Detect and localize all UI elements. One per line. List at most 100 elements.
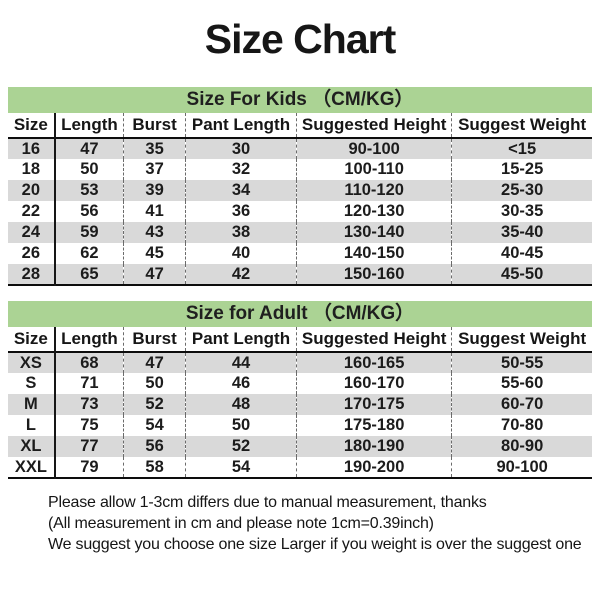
table-cell: 20	[8, 180, 56, 201]
table-row: XL 77 56 52 180-190 80-90	[8, 436, 592, 457]
table-cell: 24	[8, 222, 56, 243]
table-cell: 70-80	[501, 416, 544, 434]
table-row: 24 59 43 38 130-140 35-40	[8, 222, 592, 243]
column-header: Length	[54, 113, 125, 138]
column-header: Size	[8, 327, 56, 352]
footer-notes: Please allow 1-3cm differs due to manual…	[48, 492, 600, 555]
table-cell: 90-100	[496, 457, 548, 476]
table-cell: 90-100	[296, 138, 453, 159]
table-cell: 58	[123, 457, 187, 478]
table-cell: 110-120	[296, 180, 453, 201]
table-row: M 73 52 48 170-175 60-70	[8, 394, 592, 415]
table-cell: 180-190	[296, 436, 453, 457]
table-cell: XXL	[8, 457, 56, 478]
table-cell: XS	[8, 352, 56, 373]
table-cell: 44	[185, 352, 297, 373]
table-cell: 16	[8, 138, 56, 159]
table-cell: XL	[8, 436, 56, 457]
table-cell: 34	[185, 180, 297, 201]
table-cell: 77	[54, 436, 125, 457]
column-header: Suggest Weight	[451, 113, 592, 138]
table-cell: 56	[54, 201, 125, 222]
table-cell: 41	[123, 201, 187, 222]
table-cell: 39	[123, 180, 187, 201]
table-cell: 40-45	[501, 244, 544, 262]
table-cell: 50	[185, 415, 297, 436]
table-cell: 26	[8, 243, 56, 264]
table-cell: <15	[508, 139, 537, 158]
table-cell: 47	[54, 138, 125, 159]
table-cell: 22	[8, 201, 56, 222]
table-cell: M	[8, 394, 56, 415]
adult-table-body: XS 68 47 44 160-165 50-55 S 71 50 46 160-170 55-60 M…	[8, 352, 592, 478]
table-cell: 170-175	[296, 394, 453, 415]
table-cell: 53	[54, 180, 125, 201]
table-cell: 28	[8, 264, 56, 285]
table-cell: 54	[123, 415, 187, 436]
table-cell: 120-130	[296, 201, 453, 222]
column-header: Size	[8, 113, 56, 138]
kids-size-table: Size Length Burst Pant Length Suggested Heig…	[8, 113, 592, 286]
table-cell: 54	[185, 457, 297, 478]
table-cell: 45	[123, 243, 187, 264]
footer-note-line: Please allow 1-3cm differs due to manual…	[48, 494, 487, 511]
column-header: Suggested Height	[296, 327, 453, 352]
table-cell: 43	[123, 222, 187, 243]
table-cell: 80-90	[501, 437, 544, 455]
table-cell: 52	[185, 436, 297, 457]
table-cell: 71	[54, 373, 125, 394]
table-row: 28 65 47 42 150-160 45-50	[8, 264, 592, 285]
table-cell: 50	[54, 159, 125, 180]
table-cell: 140-150	[296, 243, 453, 264]
table-cell: 190-200	[296, 457, 453, 478]
footer-note-line: We suggest you choose one size Larger if…	[48, 536, 582, 553]
kids-table-header: Size Length Burst Pant Length Suggested Heig…	[8, 113, 592, 138]
table-row: 26 62 45 40 140-150 40-45	[8, 243, 592, 264]
kids-table-body: 16 47 35 30 90-100 <15 18 50 37 32 100-110 15-25 20 5…	[8, 138, 592, 285]
table-cell: 40	[185, 243, 297, 264]
table-cell: 32	[185, 159, 297, 180]
table-cell: 30-35	[501, 202, 544, 220]
column-header: Burst	[123, 327, 187, 352]
table-cell: 47	[123, 352, 187, 373]
kids-size-section: Size For Kids （CM/KG） Size Length Burst Pan…	[8, 87, 592, 286]
table-row: 22 56 41 36 120-130 30-35	[8, 201, 592, 222]
table-cell: 100-110	[296, 159, 453, 180]
table-cell: 18	[8, 159, 56, 180]
table-cell: 37	[123, 159, 187, 180]
column-header: Length	[54, 327, 125, 352]
kids-section-header: Size For Kids （CM/KG）	[8, 87, 592, 113]
table-cell: 15-25	[501, 160, 544, 178]
table-cell: 56	[123, 436, 187, 457]
table-cell: 175-180	[296, 415, 453, 436]
table-cell: 50	[123, 373, 187, 394]
footer-note-line: (All measurement in cm and please note 1…	[48, 515, 434, 532]
column-header: Suggest Weight	[451, 327, 592, 352]
column-header: Burst	[123, 113, 187, 138]
table-cell: 160-165	[296, 352, 453, 373]
table-cell: 35-40	[501, 223, 544, 241]
table-cell: L	[8, 415, 56, 436]
table-cell: 38	[185, 222, 297, 243]
adult-size-section: Size for Adult （CM/KG） Size Length Burst Pa…	[8, 301, 592, 479]
table-cell: 52	[123, 394, 187, 415]
table-row: S 71 50 46 160-170 55-60	[8, 373, 592, 394]
table-cell: 25-30	[501, 181, 544, 199]
table-cell: 150-160	[296, 264, 453, 285]
table-cell: 48	[185, 394, 297, 415]
table-row: 20 53 39 34 110-120 25-30	[8, 180, 592, 201]
table-cell: 46	[185, 373, 297, 394]
table-cell: 35	[123, 138, 187, 159]
column-header: Pant Length	[185, 327, 297, 352]
table-cell: S	[8, 373, 56, 394]
table-cell: 160-170	[296, 373, 453, 394]
table-cell: 59	[54, 222, 125, 243]
table-cell: 42	[185, 264, 297, 285]
table-cell: 50-55	[501, 353, 544, 372]
header-row: Size Length Burst Pant Length Suggested Heig…	[8, 327, 592, 352]
table-cell: 73	[54, 394, 125, 415]
adult-section-header: Size for Adult （CM/KG）	[8, 301, 592, 327]
table-row: XS 68 47 44 160-165 50-55	[8, 352, 592, 373]
table-cell: 130-140	[296, 222, 453, 243]
adult-size-table: Size Length Burst Pant Length Suggested Heig…	[8, 327, 592, 479]
